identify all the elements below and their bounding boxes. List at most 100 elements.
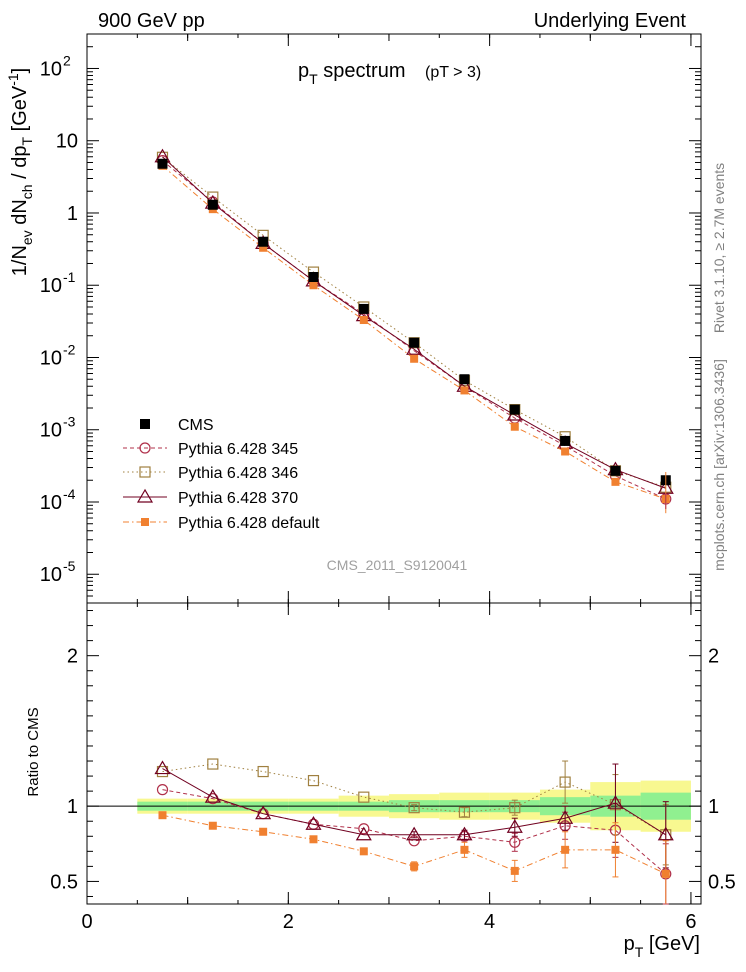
ratio-uncertainty-bands: [87, 780, 701, 832]
main-data-point: [610, 465, 621, 476]
legend-label: Pythia 6.428 370: [178, 490, 298, 507]
main-series-line: [162, 165, 666, 500]
header-category-label: Underlying Event: [534, 10, 687, 32]
header-collision-label: 900 GeV pp: [98, 10, 205, 32]
main-y-tick-label: 10: [40, 275, 62, 297]
ratio-y-axis-label: Ratio to CMS: [25, 707, 42, 796]
legend-marker: [139, 442, 151, 454]
main-y-tick-exponent: -4: [63, 486, 76, 502]
ratio-series-3: [154, 760, 674, 869]
ratio-data-point: [460, 845, 469, 854]
main-data-point: [406, 341, 423, 355]
main-y-axis-label: 1/Nev dNch / dpT [GeV-1]: [5, 68, 35, 276]
ratio-y-tick-label-right: 1: [708, 796, 719, 818]
ratio-data-point: [156, 784, 169, 796]
main-data-point: [359, 316, 368, 325]
x-tick-label: 4: [484, 911, 495, 933]
main-data-point: [560, 435, 571, 446]
main-data-point: [460, 386, 469, 395]
ratio-y-tick-label: 1: [67, 796, 78, 818]
ratio-y-tick-label-right: 2: [708, 646, 719, 668]
main-data-point: [459, 374, 470, 385]
main-data-point: [358, 303, 369, 314]
x-axis-label: pT [GeV]: [624, 933, 700, 960]
ratio-series-4: [158, 811, 670, 904]
main-y-tick-exponent: -1: [63, 269, 76, 285]
main-data-point: [207, 199, 218, 210]
legend-label: Pythia 6.428 345: [178, 441, 298, 458]
main-data-point: [259, 243, 268, 252]
ratio-data-point: [661, 869, 670, 878]
ratio-data-point: [355, 826, 372, 841]
main-y-tick-exponent: -3: [63, 414, 76, 430]
ratio-data-point: [559, 776, 571, 788]
legend-label: Pythia 6.428 346: [178, 465, 298, 482]
main-data-point: [258, 236, 269, 247]
plot-title-p: p: [298, 60, 309, 82]
legend-marker: [141, 518, 149, 526]
ratio-plot-frame: [86, 602, 702, 905]
legend: CMS Pythia 6.428 345 Pythia 6.428 346 Pythi…: [123, 417, 320, 532]
main-series-group: [154, 148, 674, 514]
ratio-data-point: [255, 805, 272, 820]
main-data-point: [611, 477, 620, 486]
ratio-data-point: [510, 866, 519, 875]
ratio-data-point: [410, 862, 419, 871]
main-data-point: [157, 158, 168, 169]
legend-marker: [139, 466, 151, 478]
ratio-data-point: [358, 791, 370, 803]
main-y-tick-exponent: -5: [63, 558, 76, 574]
legend-label: CMS: [178, 417, 214, 434]
plot-title-rest: spectrum: [318, 60, 406, 82]
x-tick-label: 6: [685, 911, 696, 933]
ratio-data-point: [456, 826, 473, 841]
analysis-id-label: CMS_2011_S9120041: [327, 557, 468, 573]
main-series-line: [162, 156, 666, 488]
ratio-data-point: [561, 845, 570, 854]
ratio-data-point: [154, 760, 171, 775]
main-y-tick-label: 1: [67, 203, 78, 225]
ratio-data-point: [509, 802, 521, 814]
main-y-tick-label: 10: [40, 564, 62, 586]
side-rivet-label: Rivet 3.1.10, ≥ 2.7M events: [711, 163, 727, 333]
main-y-tick-label: 10: [40, 492, 62, 514]
plot-title-sub: T: [309, 71, 318, 87]
ratio-data-point: [307, 774, 320, 787]
ratio-y-tick-label: 0.5: [50, 871, 78, 893]
ratio-series-group: [154, 758, 674, 905]
legend-label: Pythia 6.428 default: [178, 515, 320, 532]
ratio-data-point: [309, 835, 318, 844]
main-data-point: [309, 281, 318, 290]
ratio-data-point: [406, 826, 423, 841]
ratio-data-point: [657, 826, 674, 841]
ratio-data-point: [358, 823, 370, 835]
main-y-tick-label: 10: [40, 58, 62, 80]
ratio-data-point: [359, 847, 368, 856]
ratio-data-point: [607, 794, 624, 809]
legend-marker: [136, 488, 154, 503]
ratio-data-point: [611, 845, 620, 854]
ratio-data-point: [257, 765, 269, 778]
ratio-data-point: [259, 827, 268, 836]
ratio-data-point: [458, 806, 471, 818]
main-data-point: [410, 354, 419, 363]
ratio-data-point: [208, 821, 217, 830]
main-y-tick-exponent: 2: [63, 52, 71, 68]
ratio-data-point: [204, 788, 221, 803]
x-tick-label: 2: [283, 911, 294, 933]
plot-title: pT spectrum: [298, 60, 406, 87]
ratio-data-point: [305, 816, 322, 830]
ratio-data-point: [509, 836, 521, 848]
ratio-data-point: [158, 811, 167, 820]
ratio-data-point: [207, 758, 219, 770]
ratio-y-tick-label: 2: [67, 646, 78, 668]
main-data-point: [509, 404, 520, 415]
side-mcplots-label: mcplots.cern.ch [arXiv:1306.3436]: [711, 359, 727, 571]
main-series-line: [162, 156, 666, 489]
ratio-data-point: [506, 819, 523, 833]
main-data-point: [308, 272, 319, 283]
main-data-point: [561, 447, 570, 456]
ratio-data-point: [408, 802, 420, 814]
plot-title-cut: (pT > 3): [425, 64, 481, 81]
